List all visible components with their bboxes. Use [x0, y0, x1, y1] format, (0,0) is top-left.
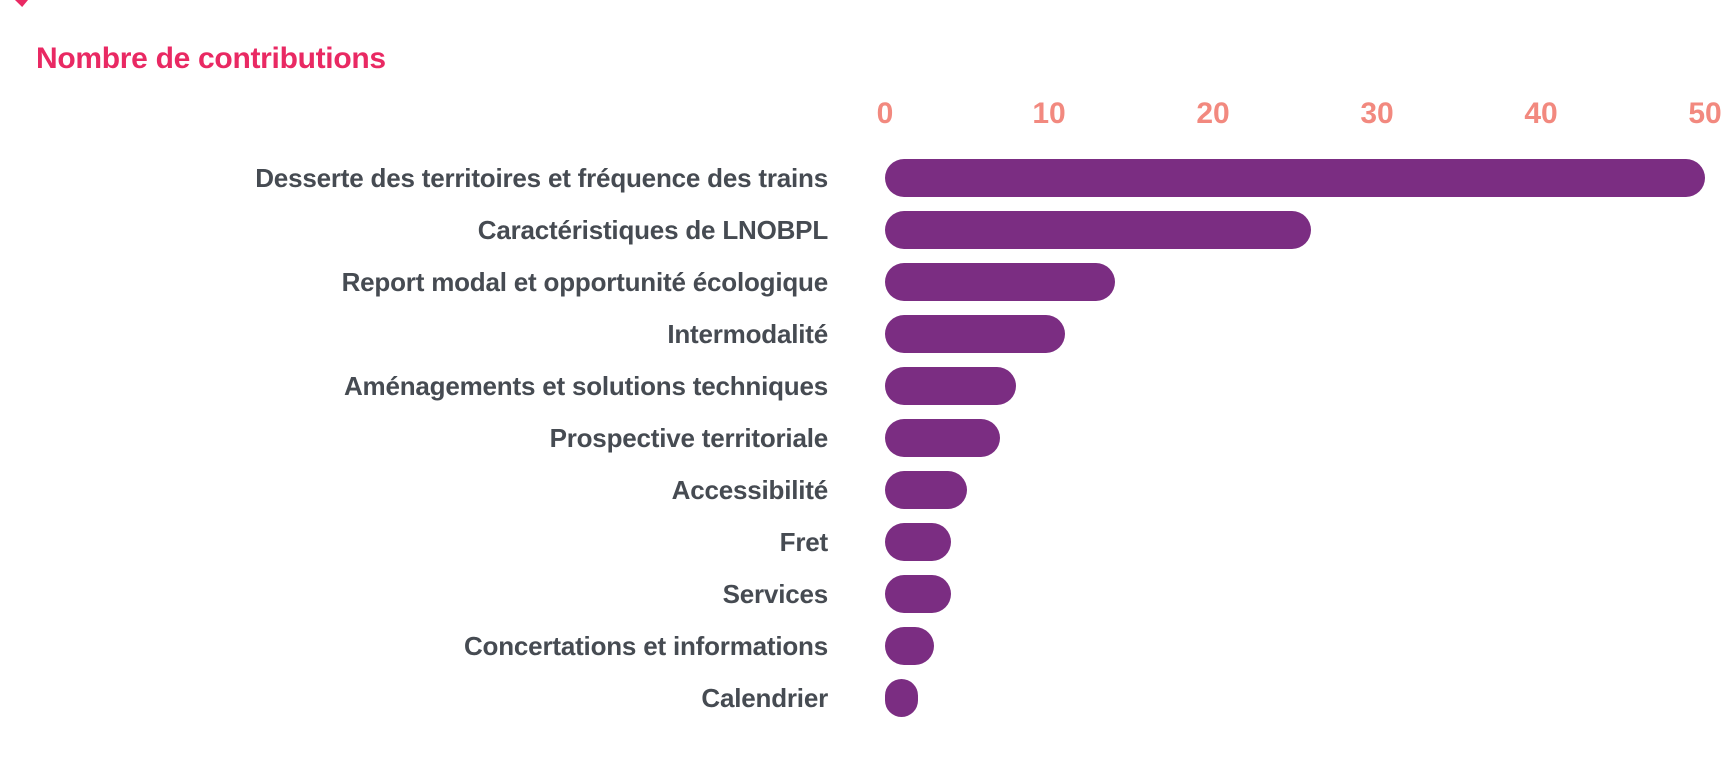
chart-row: Caractéristiques de LNOBPL	[0, 204, 1736, 256]
bar	[885, 159, 1705, 197]
chart-row: Intermodalité	[0, 308, 1736, 360]
chart-row: Report modal et opportunité écologique	[0, 256, 1736, 308]
x-axis-tick: 30	[1360, 97, 1394, 130]
bar-chart: Desserte des territoires et fréquence de…	[0, 152, 1736, 724]
category-label: Intermodalité	[667, 319, 828, 349]
category-label: Accessibilité	[671, 475, 829, 505]
category-label: Concertations et informations	[463, 631, 828, 661]
chart-row: Calendrier	[0, 672, 1736, 724]
chart-row: Prospective territoriale	[0, 412, 1736, 464]
x-axis-tick: 20	[1196, 97, 1230, 130]
category-label: Fret	[779, 527, 829, 557]
bar	[885, 575, 951, 613]
chart-row: Accessibilité	[0, 464, 1736, 516]
chart-row: Concertations et informations	[0, 620, 1736, 672]
chart-row: Fret	[0, 516, 1736, 568]
x-axis-tick: 0	[876, 97, 894, 130]
x-axis: 0 10 20 30 40 50	[0, 96, 1736, 132]
x-axis-tick: 40	[1524, 97, 1558, 130]
category-label: Aménagements et solutions techniques	[343, 371, 828, 401]
chart-row: Services	[0, 568, 1736, 620]
bar	[885, 315, 1066, 353]
bar	[885, 679, 918, 717]
bar	[885, 211, 1312, 249]
bar	[885, 627, 935, 665]
bar	[885, 419, 1000, 457]
category-label: Services	[722, 579, 829, 609]
bar	[885, 523, 951, 561]
category-label: Calendrier	[701, 683, 828, 713]
category-label: Report modal et opportunité écologique	[341, 267, 829, 297]
category-label: Caractéristiques de LNOBPL	[477, 215, 828, 245]
chart-title: Nombre de contributions	[36, 42, 386, 75]
bar	[885, 263, 1115, 301]
x-axis-tick: 50	[1688, 97, 1722, 130]
category-label: Prospective territoriale	[549, 423, 829, 453]
page-corner-mark	[15, 0, 28, 7]
bar	[885, 471, 967, 509]
x-axis-tick: 10	[1032, 97, 1066, 130]
bar	[885, 367, 1017, 405]
chart-row: Aménagements et solutions techniques	[0, 360, 1736, 412]
category-label: Desserte des territoires et fréquence de…	[255, 163, 828, 193]
chart-row: Desserte des territoires et fréquence de…	[0, 152, 1736, 204]
